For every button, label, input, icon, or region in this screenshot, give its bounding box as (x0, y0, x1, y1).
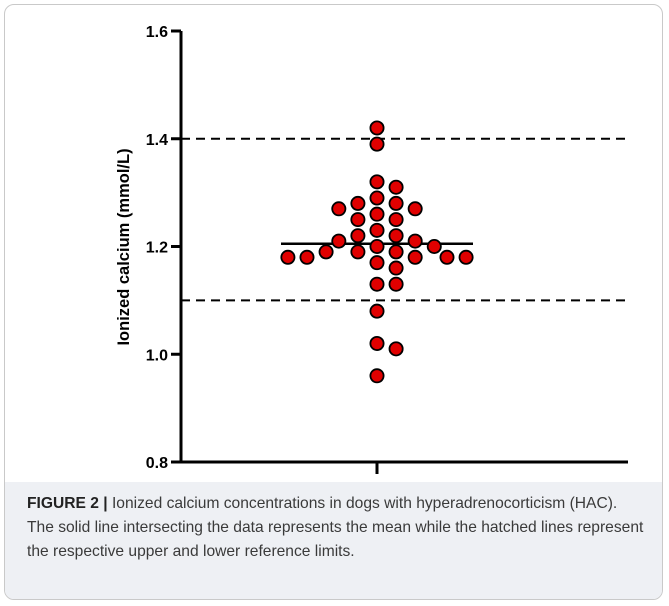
data-point (388, 179, 404, 195)
data-point (331, 233, 347, 249)
y-tick-label: 1.0 (146, 347, 168, 364)
data-point (388, 244, 404, 260)
y-tick-label: 1.4 (146, 132, 168, 149)
y-axis: 0.8 1.0 1.2 1.4 1.6 (146, 24, 183, 472)
data-point (369, 276, 385, 292)
figure-caption: FIGURE 2 | Ionized calcium concentration… (27, 492, 644, 564)
data-point (439, 249, 455, 265)
data-point (280, 249, 296, 265)
data-point (407, 233, 423, 249)
data-point (426, 238, 442, 254)
data-point (388, 341, 404, 357)
data-point (369, 303, 385, 319)
data-point (388, 195, 404, 211)
data-point (331, 201, 347, 217)
caption-label: FIGURE 2 | (27, 495, 108, 512)
data-point (350, 244, 366, 260)
data-point (369, 368, 385, 384)
data-point (369, 255, 385, 271)
data-point (407, 201, 423, 217)
data-point (299, 249, 315, 265)
y-tick-label: 1.6 (146, 24, 168, 41)
caption-text: Ionized calcium concentrations in dogs w… (27, 495, 644, 560)
data-point (369, 222, 385, 238)
data-point (369, 120, 385, 136)
figure-frame: 0.81.01.21.41.6 HAC (n = 35) Ionized cal… (4, 4, 663, 600)
data-point (388, 276, 404, 292)
data-point (350, 228, 366, 244)
data-point (388, 212, 404, 228)
data-point (318, 244, 334, 260)
data-point (350, 195, 366, 211)
data-point (369, 206, 385, 222)
data-point (388, 228, 404, 244)
caption-band: FIGURE 2 | Ionized calcium concentration… (5, 482, 662, 599)
data-point (369, 335, 385, 351)
y-axis-label: Ionized calcium (mmol/L) (115, 148, 133, 345)
y-tick-label: 1.2 (146, 240, 168, 257)
data-point (369, 190, 385, 206)
data-point (407, 249, 423, 265)
y-tick-label: 0.8 (146, 455, 168, 472)
data-point (369, 136, 385, 152)
data-point (369, 174, 385, 190)
data-point (458, 249, 474, 265)
data-point (369, 238, 385, 254)
data-point (350, 212, 366, 228)
data-point (388, 260, 404, 276)
